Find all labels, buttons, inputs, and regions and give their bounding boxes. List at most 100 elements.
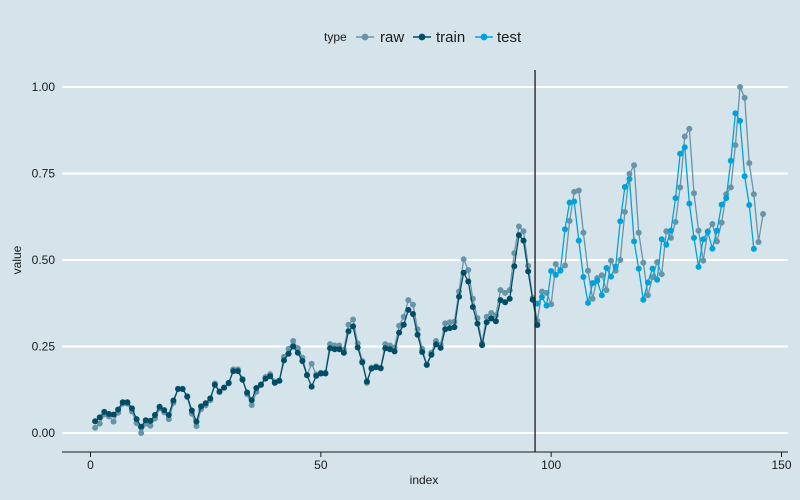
train-point xyxy=(382,345,389,352)
test-point xyxy=(695,263,702,270)
series-test xyxy=(534,110,757,309)
train-point xyxy=(216,388,223,395)
test-point xyxy=(718,201,725,208)
test-point xyxy=(640,296,647,303)
train-point xyxy=(156,403,163,410)
test-point xyxy=(635,265,642,272)
train-point xyxy=(161,407,168,414)
raw-point xyxy=(709,221,716,228)
test-point xyxy=(677,150,684,157)
raw-point xyxy=(147,422,154,429)
train-point xyxy=(345,328,352,335)
raw-point xyxy=(672,218,679,225)
raw-point xyxy=(631,162,638,169)
raw-point xyxy=(483,313,490,320)
train-point xyxy=(515,232,522,239)
raw-point xyxy=(760,210,767,217)
raw-point xyxy=(695,227,702,234)
test-point xyxy=(534,300,541,307)
train-point xyxy=(96,414,103,421)
raw-point xyxy=(520,228,527,235)
raw-point xyxy=(442,320,449,327)
test-point xyxy=(612,263,619,270)
test-point xyxy=(552,271,559,278)
train-point xyxy=(483,319,490,326)
raw-point xyxy=(308,360,315,367)
train-point xyxy=(165,412,172,419)
train-point xyxy=(257,381,264,388)
train-point xyxy=(151,412,158,419)
legend-title: type xyxy=(324,30,347,44)
train-point xyxy=(377,365,384,372)
raw-point xyxy=(110,418,117,425)
train-point xyxy=(446,325,453,332)
train-point xyxy=(442,326,449,333)
raw-point xyxy=(617,257,624,263)
raw-point xyxy=(345,321,352,328)
legend-label-raw: raw xyxy=(380,29,404,46)
test-point xyxy=(667,227,674,234)
test-point xyxy=(548,268,555,275)
raw-point xyxy=(603,287,610,294)
train-point xyxy=(124,399,131,406)
test-point xyxy=(672,195,679,202)
test-point xyxy=(750,245,757,252)
test-point xyxy=(649,265,656,272)
raw-point xyxy=(681,133,688,140)
test-point xyxy=(700,236,707,243)
legend-label-test: test xyxy=(497,29,522,46)
y-axis-ticks: 0.00 0.25 0.50 0.75 1.00 xyxy=(32,80,56,440)
train-point xyxy=(386,346,393,353)
train-point xyxy=(350,323,357,330)
series-train xyxy=(92,232,541,430)
train-point xyxy=(92,418,99,425)
raw-point xyxy=(635,229,642,236)
raw-point xyxy=(460,256,467,263)
train-point xyxy=(225,379,232,386)
y-tick-label: 0.25 xyxy=(32,340,56,354)
test-point xyxy=(589,280,596,287)
test-point xyxy=(571,198,578,205)
train-point xyxy=(456,293,463,300)
train-point xyxy=(423,361,430,368)
train-point xyxy=(354,344,361,351)
test-point xyxy=(690,234,697,241)
raw-point xyxy=(290,337,297,344)
raw-point xyxy=(714,238,721,245)
train-point xyxy=(248,397,255,404)
train-point xyxy=(119,399,126,406)
test-point xyxy=(580,273,587,280)
train-point xyxy=(179,386,186,393)
test-point xyxy=(603,264,610,271)
raw-point xyxy=(409,301,416,308)
legend-key-raw-dot xyxy=(361,33,369,41)
raw-point xyxy=(193,423,200,430)
train-point xyxy=(294,349,301,356)
raw-point xyxy=(598,272,605,279)
train-point xyxy=(317,370,324,377)
test-point xyxy=(538,294,545,301)
y-tick-label: 0.00 xyxy=(32,426,56,440)
train-point xyxy=(474,320,481,327)
train-point xyxy=(101,408,108,415)
raw-point xyxy=(515,223,522,230)
train-point xyxy=(230,368,237,375)
train-point xyxy=(105,410,112,417)
train-point xyxy=(110,411,117,418)
train-point xyxy=(175,386,182,393)
legend-key-train-dot xyxy=(418,33,426,41)
raw-point xyxy=(488,309,495,316)
test-point xyxy=(621,183,628,190)
test-point xyxy=(654,276,661,283)
train-point xyxy=(451,324,458,331)
y-axis-title: value xyxy=(10,245,24,274)
train-point xyxy=(198,403,205,410)
legend-item-raw: raw xyxy=(356,29,404,46)
train-point xyxy=(170,397,177,404)
legend-key-test-dot xyxy=(480,33,488,41)
raw-point xyxy=(248,401,255,408)
train-point xyxy=(327,345,334,352)
y-tick-label: 1.00 xyxy=(32,80,56,94)
raw-point xyxy=(718,219,725,226)
y-tick-label: 0.75 xyxy=(32,167,56,181)
